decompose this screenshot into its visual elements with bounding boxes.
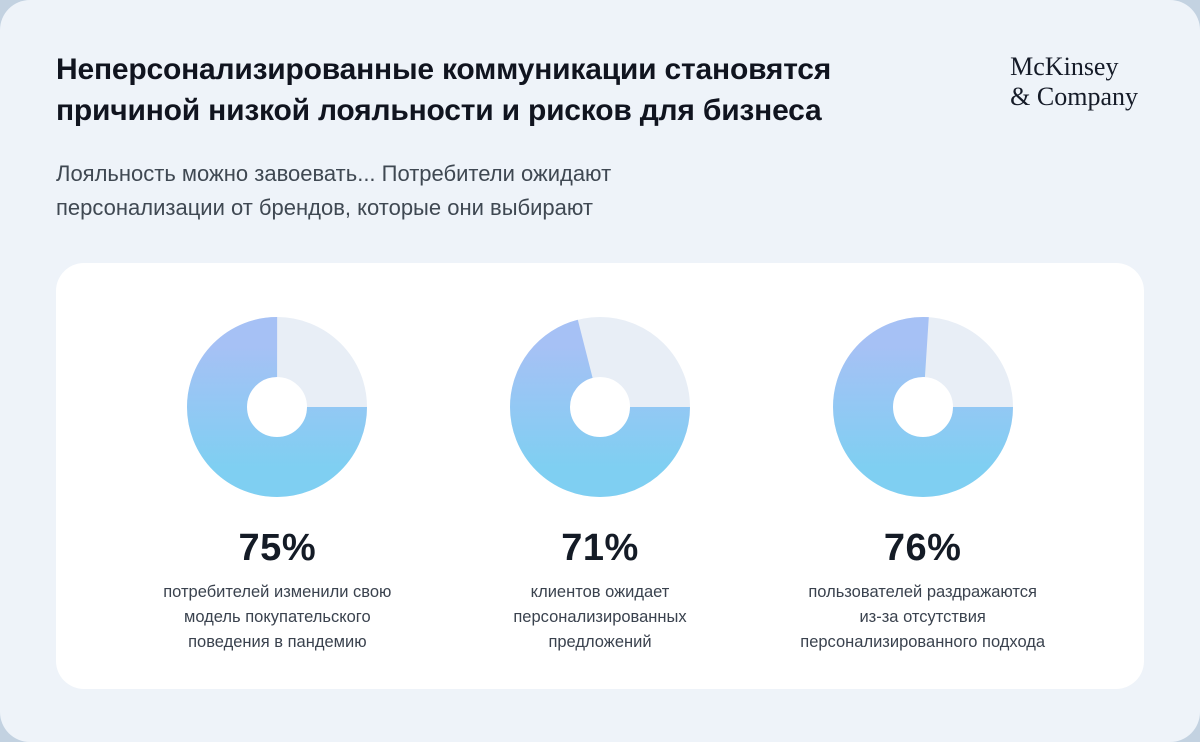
percent-label-3: 76%	[883, 527, 962, 570]
stats-card: 75% потребителей изменили свою модель по…	[56, 263, 1144, 690]
donut-chart-2	[510, 317, 690, 498]
donut-chart-3	[832, 317, 1013, 498]
caption-line: модель покупательского	[184, 607, 371, 626]
logo-line-2: & Company	[1010, 81, 1138, 111]
caption-line: потребителей изменили свою	[163, 583, 392, 602]
donut-arc	[510, 317, 690, 498]
caption-line: из-за отсутствия	[859, 607, 986, 626]
header-row: Неперсонализированные коммуникации стано…	[56, 50, 1144, 131]
page-title: Неперсонализированные коммуникации стано…	[56, 53, 832, 127]
donut-arc	[187, 317, 368, 498]
stat-column-1: 75% потребителей изменили свою модель по…	[116, 317, 439, 654]
caption-line: клиентов ожидает	[530, 583, 670, 602]
caption-line: персонализированных	[513, 607, 687, 626]
stat-column-2: 71% клиентов ожидает персонализированных…	[439, 317, 762, 654]
caption-line: персонализированного подхода	[800, 632, 1046, 651]
page-subtitle: Лояльность можно завоевать... Потребител…	[56, 161, 612, 221]
caption-line: пользователей раздражаются	[808, 583, 1037, 602]
caption-line: предложений	[548, 632, 652, 651]
logo-line-1: McKinsey	[1010, 52, 1119, 81]
percent-label-1: 75%	[238, 527, 317, 570]
percent-label-2: 71%	[561, 527, 639, 570]
caption-line: поведения в пандемию	[188, 632, 367, 651]
mckinsey-logo: McKinsey & Company	[1010, 52, 1138, 112]
caption-3: пользователей раздражаются из-за отсутст…	[800, 580, 1045, 654]
stat-column-3: 76% пользователей раздражаются из-за отс…	[761, 317, 1084, 654]
caption-2: клиентов ожидает персонализированных пре…	[513, 580, 686, 654]
donut-chart-1	[187, 317, 368, 498]
donut-arc	[832, 317, 1013, 498]
caption-1: потребителей изменили свою модель покупа…	[163, 580, 391, 654]
